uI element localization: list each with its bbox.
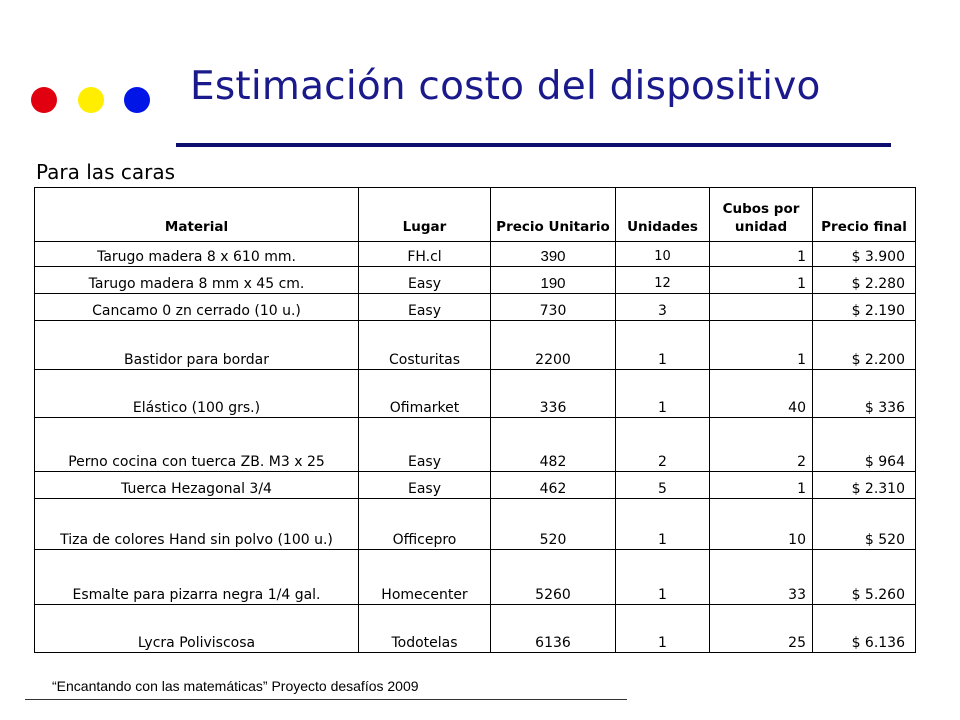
cell-material: Perno cocina con tuerca ZB. M3 x 25 (34, 417, 359, 472)
cell-unidades: 1 (615, 498, 710, 550)
cell-cubos: 10 (709, 498, 813, 550)
cell-precio-unitario: 482 (490, 417, 616, 472)
cell-unidades: 1 (615, 320, 710, 370)
cell-cubos: 1 (709, 320, 813, 370)
page-title: Estimación costo del dispositivo (190, 64, 821, 109)
cell-lugar: Homecenter (358, 549, 491, 605)
header-precio-unitario: Precio Unitario (490, 187, 616, 242)
red-dot-icon (31, 87, 57, 113)
cell-precio-unitario: 336 (490, 369, 616, 418)
table-row: Bastidor para bordar Costuritas 2200 1 1… (34, 320, 916, 370)
cell-precio-final: $ 3.900 (812, 241, 916, 267)
header-material: Material (34, 187, 359, 242)
cell-precio-unitario: 520 (490, 498, 616, 550)
cell-material: Cancamo 0 zn cerrado (10 u.) (34, 293, 359, 321)
header-cubos-por-unidad: Cubos por unidad (709, 187, 813, 242)
blue-dot-icon (124, 87, 150, 113)
cell-precio-final: $ 2.310 (812, 471, 916, 499)
table-row: Tuerca Hezagonal 3/4 Easy 462 5 1 $ 2.31… (34, 471, 916, 499)
cell-material: Elástico (100 grs.) (34, 369, 359, 418)
cell-lugar: FH.cl (358, 241, 491, 267)
header-precio-final: Precio final (812, 187, 916, 242)
cell-lugar: Easy (358, 293, 491, 321)
table-row: Cancamo 0 zn cerrado (10 u.) Easy 730 3 … (34, 293, 916, 321)
cell-material: Bastidor para bordar (34, 320, 359, 370)
cell-precio-unitario: 2200 (490, 320, 616, 370)
footer-credit: “Encantando con las matemáticas” Proyect… (52, 678, 419, 694)
footer-divider (25, 699, 627, 700)
cell-material: Esmalte para pizarra negra 1/4 gal. (34, 549, 359, 605)
cell-precio-final: $ 520 (812, 498, 916, 550)
cell-material: Tarugo madera 8 mm x 45 cm. (34, 266, 359, 294)
table-row: Tarugo madera 8 mm x 45 cm. Easy 190 12 … (34, 266, 916, 294)
cell-unidades: 2 (615, 417, 710, 472)
cell-unidades: 1 (615, 369, 710, 418)
cell-lugar: Costuritas (358, 320, 491, 370)
cell-lugar: Ofimarket (358, 369, 491, 418)
cell-unidades: 1 (615, 604, 710, 653)
cell-unidades: 12 (615, 266, 710, 294)
cell-cubos: 40 (709, 369, 813, 418)
cell-lugar: Easy (358, 266, 491, 294)
cell-cubos: 1 (709, 266, 813, 294)
cell-precio-final: $ 6.136 (812, 604, 916, 653)
cell-precio-unitario: 390 (490, 241, 616, 267)
cell-cubos: 25 (709, 604, 813, 653)
cell-cubos: 1 (709, 471, 813, 499)
cell-precio-final: $ 964 (812, 417, 916, 472)
cell-lugar: Officepro (358, 498, 491, 550)
header-unidades: Unidades (615, 187, 710, 242)
cell-material: Tarugo madera 8 x 610 mm. (34, 241, 359, 267)
cell-precio-final: $ 5.260 (812, 549, 916, 605)
table-row: Esmalte para pizarra negra 1/4 gal. Home… (34, 549, 916, 605)
cell-cubos (709, 293, 813, 321)
cell-material: Tiza de colores Hand sin polvo (100 u.) (34, 498, 359, 550)
table-row: Perno cocina con tuerca ZB. M3 x 25 Easy… (34, 417, 916, 472)
table-row: Elástico (100 grs.) Ofimarket 336 1 40 $… (34, 369, 916, 418)
cell-lugar: Easy (358, 471, 491, 499)
section-subtitle: Para las caras (36, 160, 175, 184)
cell-unidades: 1 (615, 549, 710, 605)
cell-precio-unitario: 730 (490, 293, 616, 321)
table-header-row: Material Lugar Precio Unitario Unidades … (34, 187, 916, 242)
cell-lugar: Todotelas (358, 604, 491, 653)
cell-precio-final: $ 2.200 (812, 320, 916, 370)
cell-precio-unitario: 190 (490, 266, 616, 294)
cell-precio-unitario: 6136 (490, 604, 616, 653)
cell-precio-unitario: 5260 (490, 549, 616, 605)
title-underline (176, 143, 891, 147)
table-row: Lycra Poliviscosa Todotelas 6136 1 25 $ … (34, 604, 916, 653)
cell-precio-final: $ 2.280 (812, 266, 916, 294)
header-lugar: Lugar (358, 187, 491, 242)
cell-precio-final: $ 2.190 (812, 293, 916, 321)
cost-table: Material Lugar Precio Unitario Unidades … (34, 187, 916, 653)
table-row: Tarugo madera 8 x 610 mm. FH.cl 390 10 1… (34, 241, 916, 267)
cell-cubos: 2 (709, 417, 813, 472)
cell-unidades: 3 (615, 293, 710, 321)
yellow-dot-icon (78, 87, 104, 113)
cell-unidades: 5 (615, 471, 710, 499)
cell-precio-unitario: 462 (490, 471, 616, 499)
cell-cubos: 1 (709, 241, 813, 267)
table-row: Tiza de colores Hand sin polvo (100 u.) … (34, 498, 916, 550)
cell-lugar: Easy (358, 417, 491, 472)
cell-material: Lycra Poliviscosa (34, 604, 359, 653)
cell-precio-final: $ 336 (812, 369, 916, 418)
cell-material: Tuerca Hezagonal 3/4 (34, 471, 359, 499)
cell-unidades: 10 (615, 241, 710, 267)
cell-cubos: 33 (709, 549, 813, 605)
